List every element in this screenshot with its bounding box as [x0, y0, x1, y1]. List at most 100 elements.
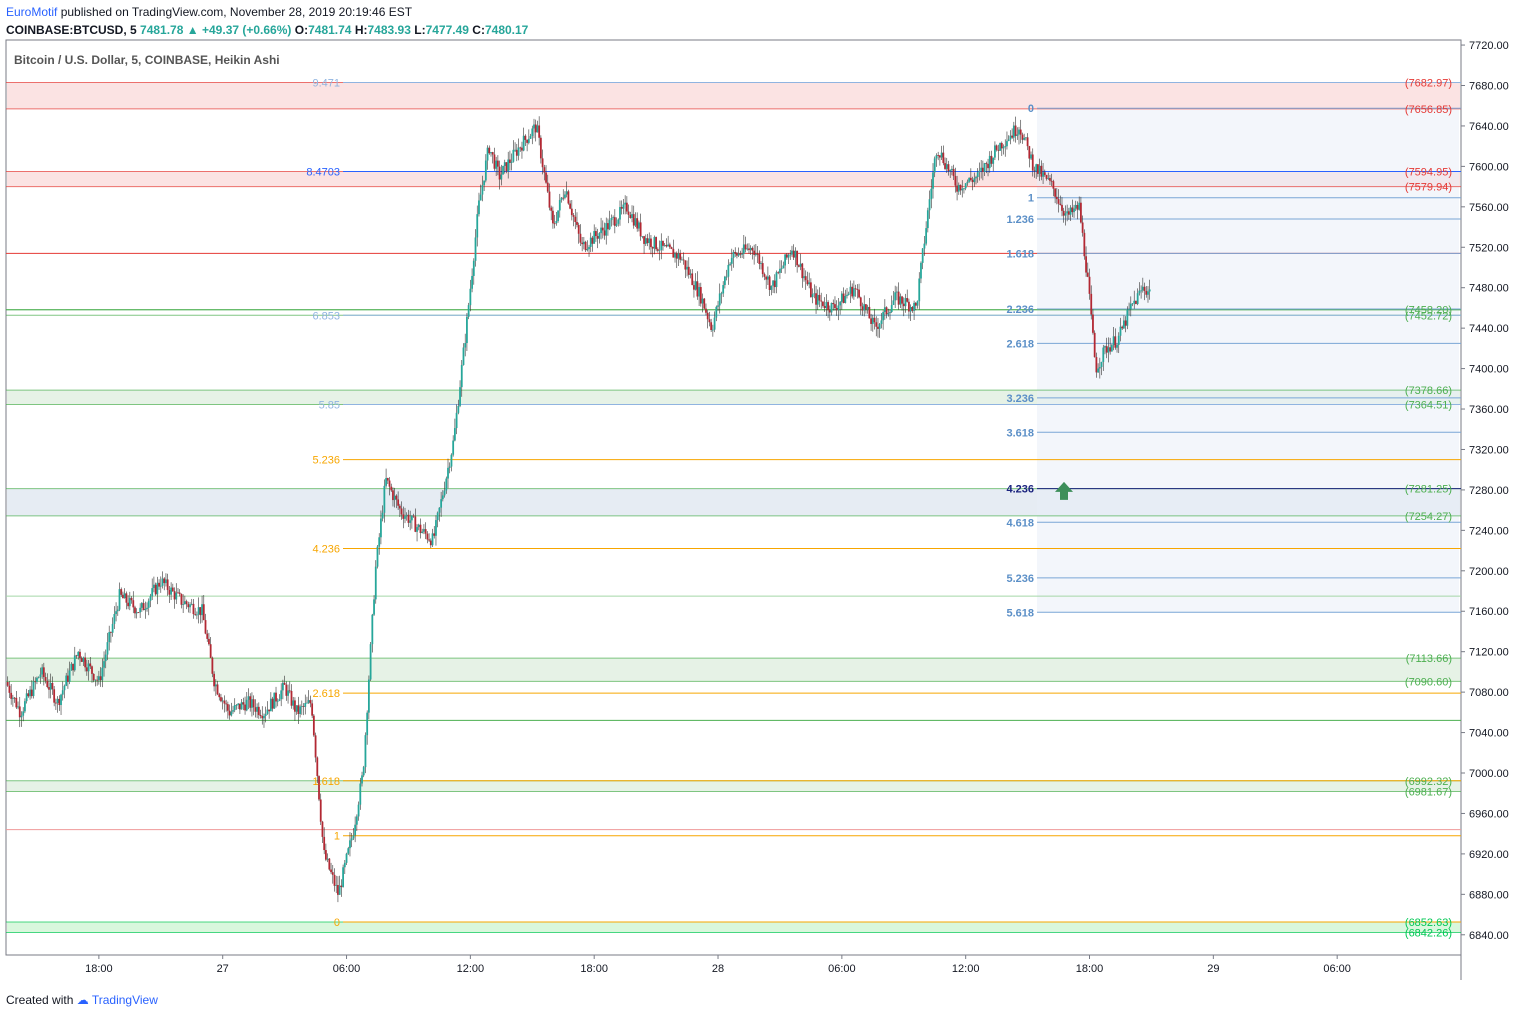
candle-body-497	[861, 306, 864, 311]
candle-body-359	[624, 202, 627, 205]
candle-body-395	[686, 266, 688, 270]
published-text: published on TradingView.com, November 2…	[60, 5, 413, 19]
candle-body-489	[847, 293, 850, 295]
candle-body-50	[92, 673, 95, 681]
candle-body-281	[490, 152, 492, 154]
candle-body-652	[1128, 309, 1130, 310]
candle-body-446	[773, 280, 776, 288]
candle-body-308	[536, 125, 539, 133]
candle-body-177	[311, 703, 314, 716]
candle-body-63	[115, 611, 117, 615]
candle-body-373	[648, 238, 651, 244]
candle-body-366	[636, 218, 639, 229]
candle-body-1	[8, 685, 11, 693]
candle-body-566	[980, 167, 983, 171]
candle-body-304	[529, 135, 532, 139]
candle-body-484	[839, 301, 842, 306]
candle-body-135	[239, 703, 241, 710]
candle-body-45	[84, 657, 87, 668]
candle-body-9	[22, 711, 25, 716]
candle-body-261	[455, 412, 458, 429]
candle-body-632	[1093, 332, 1096, 358]
candle-body-583	[1009, 135, 1012, 140]
candle-body-320	[557, 210, 559, 221]
candle-body-399	[693, 285, 695, 290]
y-tick-label-22: 7720.00	[1469, 40, 1509, 52]
right-fib-label-7: 3.618	[1006, 427, 1034, 439]
candle-body-560	[969, 177, 972, 180]
right-fib-label-9: 4.618	[1006, 517, 1034, 529]
candle-body-229	[400, 508, 403, 515]
candle-body-124	[220, 697, 222, 702]
left-fib-label-2: 1.618	[312, 776, 340, 788]
candle-body-420	[729, 263, 731, 265]
candle-body-228	[398, 505, 401, 509]
candle-body-309	[538, 125, 541, 138]
candle-body-198	[347, 848, 350, 854]
candle-body-618	[1069, 207, 1072, 215]
candle-body-441	[765, 276, 768, 280]
candle-body-631	[1092, 314, 1094, 333]
candle-body-370	[643, 236, 645, 244]
candle-body-244	[426, 533, 429, 540]
candle-body-166	[292, 700, 295, 706]
candle-body-382	[663, 244, 666, 246]
tradingview-link[interactable]: TradingView	[91, 993, 158, 1007]
right-fib-label-10: 5.236	[1006, 573, 1034, 585]
author-link[interactable]: EuroMotif	[6, 5, 58, 19]
candle-body-218	[381, 512, 384, 519]
candle-body-411	[713, 317, 716, 330]
candle-body-306	[533, 124, 535, 129]
candle-body-181	[318, 776, 320, 800]
candle-body-48	[89, 663, 92, 667]
candle-body-545	[944, 163, 946, 169]
candle-body-302	[526, 139, 529, 143]
candle-body-390	[677, 253, 680, 259]
low-label: L:	[414, 23, 426, 37]
candle-body-242	[423, 529, 425, 532]
chart-title: Bitcoin / U.S. Dollar, 5, COINBASE, Heik…	[14, 53, 280, 67]
candle-body-656	[1135, 300, 1137, 305]
candle-body-511	[885, 307, 888, 315]
x-tick-label-1: 27	[217, 963, 229, 975]
candle-body-200	[350, 838, 353, 841]
candle-body-80	[144, 608, 147, 611]
candle-body-246	[429, 540, 432, 546]
candle-body-294	[512, 149, 515, 162]
candle-body-431	[748, 248, 750, 250]
y-tick-label-16: 7480.00	[1469, 283, 1509, 295]
candle-body-240	[419, 524, 422, 533]
candle-body-587	[1016, 134, 1019, 136]
candle-body-627	[1085, 256, 1087, 273]
candle-body-12	[27, 693, 30, 697]
candle-body-349	[607, 223, 609, 230]
candle-body-262	[457, 405, 460, 413]
candle-body-327	[569, 203, 572, 209]
candle-body-486	[842, 293, 845, 303]
price-chart[interactable]: 0 1 1.618 2.618 4.236 5.236 5.85 6.853 8.4703 9.4…	[0, 0, 1530, 990]
candle-body-510	[883, 307, 886, 313]
candle-body-285	[496, 160, 499, 167]
left-fib-label-7: 6.853	[312, 310, 340, 322]
candle-body-73	[132, 600, 135, 608]
candle-body-362	[629, 214, 632, 219]
candle-body-578	[1000, 142, 1003, 149]
candle-body-575	[995, 145, 998, 150]
candle-body-496	[859, 297, 862, 307]
left-fib-label-0: 0	[334, 917, 340, 929]
candle-body-84	[151, 588, 154, 597]
candle-body-324	[564, 194, 566, 198]
candle-body-397	[689, 273, 692, 275]
price-tag-10: (7113.66)	[1406, 653, 1452, 665]
candle-body-317	[552, 210, 554, 224]
candle-body-257	[448, 466, 451, 468]
candle-body-527	[913, 302, 915, 311]
candle-body-46	[85, 667, 88, 672]
candle-body-182	[319, 799, 322, 822]
price-tag-3: (7579.94)	[1405, 182, 1452, 194]
candle-body-392	[681, 259, 683, 261]
candle-body-479	[830, 302, 833, 313]
candle-body-284	[495, 160, 498, 169]
candle-body-655	[1133, 300, 1136, 304]
candle-body-383	[665, 244, 668, 247]
